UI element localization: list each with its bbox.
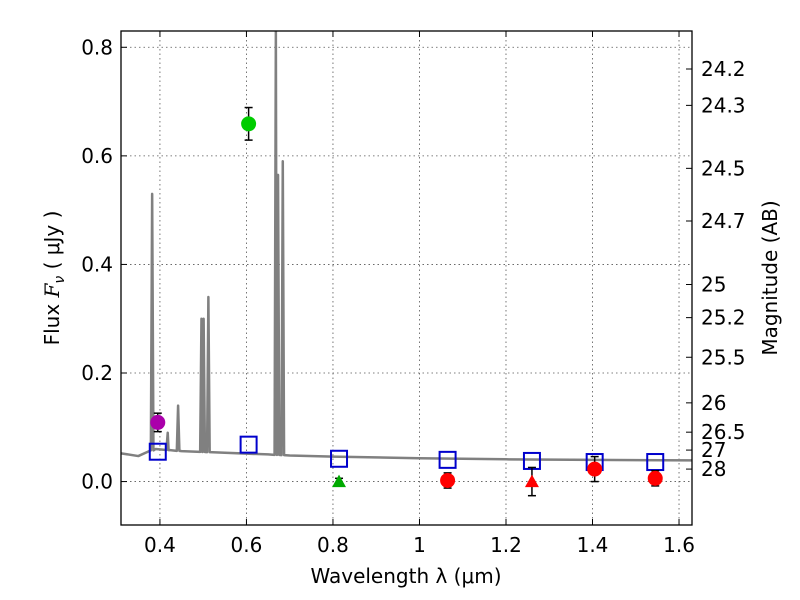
x-tick-label: 1.2 (490, 533, 522, 557)
y-tick-label: 0.4 (81, 252, 113, 276)
observed-point (440, 472, 456, 488)
axes: 0.4 0.6 0.8 1 1.2 1.4 1.6 0.0 0.2 0.4 0.6 0.8 24.2 24… (81, 31, 746, 557)
x-tick-label: 0.4 (144, 533, 176, 557)
mag-tick-label: 26 (701, 391, 726, 415)
mag-tick-label: 27 (701, 438, 726, 462)
x-axis-title: Wavelength λ (μm) (310, 564, 501, 588)
y-axis-title: Flux Fν ( μJy ) (40, 211, 68, 346)
observed-upper-limit (332, 474, 347, 488)
y-tick-label: 0.2 (81, 361, 113, 385)
mag-tick-label: 24.3 (701, 93, 746, 117)
mag-tick-label: 24.2 (701, 57, 746, 81)
model-photometry-point (148, 442, 167, 461)
mag-tick-label: 25.5 (701, 345, 746, 369)
grid (121, 31, 692, 525)
plot-frame (120, 30, 693, 526)
right-axis-title: Magnitude (AB) (758, 200, 782, 355)
model-photometry-point (438, 450, 457, 469)
x-tick-label: 0.8 (317, 533, 349, 557)
observed-point (587, 461, 603, 477)
y-tick-label: 0.8 (81, 35, 113, 59)
mag-tick-label: 24.5 (701, 156, 746, 180)
y-tick-label: 0.6 (81, 144, 113, 168)
x-tick-label: 1.6 (663, 533, 695, 557)
mag-tick-label: 25.2 (701, 306, 746, 330)
observed-point (647, 470, 663, 486)
observed-point (150, 414, 166, 430)
y-tick-label: 0.0 (81, 470, 113, 494)
model-spectrum-line (121, 31, 692, 462)
model-photometry-point (239, 435, 258, 454)
mag-tick-label: 26.5 (701, 420, 746, 444)
model-photometry-point (330, 449, 349, 468)
x-tick-label: 0.6 (231, 533, 263, 557)
x-tick-label: 1 (413, 533, 426, 557)
plot-area (121, 31, 692, 497)
observed-upper-limit (524, 474, 539, 488)
mag-tick-label: 25 (701, 273, 726, 297)
mag-tick-label: 28 (701, 457, 726, 481)
mag-tick-label: 24.7 (701, 209, 746, 233)
x-tick-label: 1.4 (577, 533, 609, 557)
observed-point (241, 116, 257, 132)
